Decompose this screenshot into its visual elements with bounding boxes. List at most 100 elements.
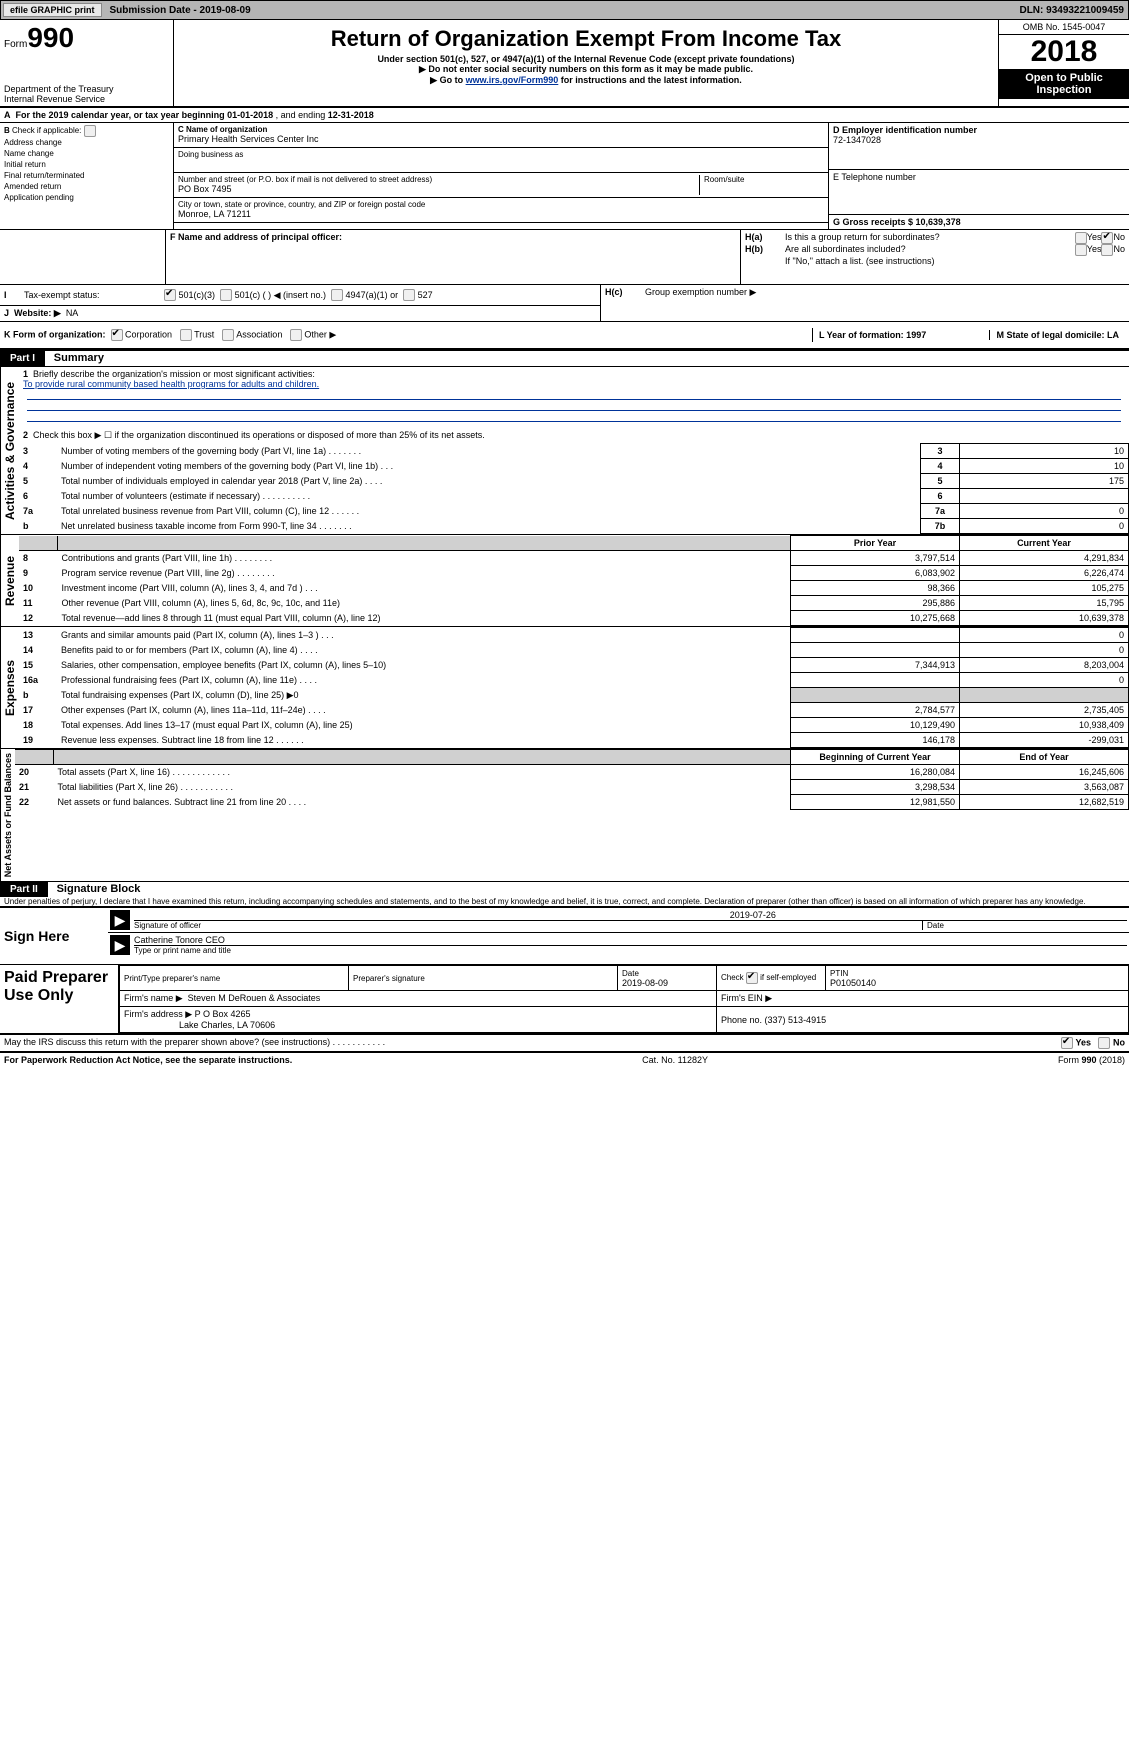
hb-no-check[interactable] xyxy=(1101,244,1113,256)
tax-status-row: I Tax-exempt status: 501(c)(3) 501(c) ( … xyxy=(0,285,600,306)
b-name-change: Name change xyxy=(4,148,169,159)
sig-line-1: ▶ 2019-07-26 Signature of officerDate xyxy=(108,908,1129,933)
form-number: Form990 xyxy=(4,22,169,54)
hb-yes: Yes xyxy=(1087,244,1102,256)
form-title: Return of Organization Exempt From Incom… xyxy=(178,26,994,52)
mission-text: To provide rural community based health … xyxy=(23,379,319,389)
b-addr-change: Address change xyxy=(4,137,169,148)
sign-right: ▶ 2019-07-26 Signature of officerDate ▶ … xyxy=(108,908,1129,964)
self-emp-check[interactable] xyxy=(746,972,758,984)
room-label: Room/suite xyxy=(699,175,824,195)
ag-row: 5 Total number of individuals employed i… xyxy=(19,474,1129,489)
hb-no: No xyxy=(1113,244,1125,256)
discuss-no-check[interactable] xyxy=(1098,1037,1110,1049)
527-check[interactable] xyxy=(403,289,415,301)
goto-post: for instructions and the latest informat… xyxy=(558,75,742,85)
website-label: Website: ▶ xyxy=(14,308,61,318)
b-header: Check if applicable: xyxy=(12,126,81,135)
hb-yes-check[interactable] xyxy=(1075,244,1087,256)
checkbox[interactable] xyxy=(84,125,96,137)
section-b: B Check if applicable: Address change Na… xyxy=(0,123,174,229)
part1-badge: Part I xyxy=(0,351,45,366)
firm-ein-label: Firm's EIN ▶ xyxy=(721,993,772,1003)
k-other: Other ▶ xyxy=(304,329,336,339)
row-a-pre: For the 2019 calendar year, or tax year … xyxy=(16,110,228,120)
submission-date: Submission Date - 2019-08-09 xyxy=(110,5,251,16)
street-label: Number and street (or P.O. box if mail i… xyxy=(178,175,699,184)
ha-no-check[interactable] xyxy=(1101,232,1113,244)
net-label: Net Assets or Fund Balances xyxy=(0,749,15,881)
4947-check[interactable] xyxy=(331,289,343,301)
section-c: C Name of organization Primary Health Se… xyxy=(174,123,828,229)
ag-row: 6 Total number of volunteers (estimate i… xyxy=(19,489,1129,504)
ha-text: Is this a group return for subordinates? xyxy=(785,232,1075,244)
l-year: L Year of formation: 1997 xyxy=(819,330,926,340)
omb-number: OMB No. 1545-0047 xyxy=(999,20,1129,35)
paid-right: Print/Type preparer's name Preparer's si… xyxy=(118,965,1129,1033)
subtitle-2: ▶ Do not enter social security numbers o… xyxy=(178,64,994,75)
part2-header-row: Part II Signature Block xyxy=(0,882,1129,897)
efile-print-button[interactable]: efile GRAPHIC print xyxy=(3,3,102,17)
k-form-org: K Form of organization: Corporation Trus… xyxy=(4,329,812,341)
info-block: B Check if applicable: Address change Na… xyxy=(0,123,1129,230)
discuss-yes-check[interactable] xyxy=(1061,1037,1073,1049)
form-990-footer: 990 xyxy=(1081,1055,1096,1065)
paid-date: 2019-08-09 xyxy=(622,978,668,988)
q2-row: 2 Check this box ▶ ☐ if the organization… xyxy=(19,424,1129,443)
section-de: D Employer identification number 72-1347… xyxy=(828,123,1129,229)
hb-text: Are all subordinates included? xyxy=(785,244,1075,256)
501c-check[interactable] xyxy=(220,289,232,301)
other-check[interactable] xyxy=(290,329,302,341)
exp-row: 18 Total expenses. Add lines 13–17 (must… xyxy=(19,718,1129,733)
501c3-check[interactable] xyxy=(164,289,176,301)
open-to-public: Open to Public Inspection xyxy=(999,69,1129,99)
name-title-label: Type or print name and title xyxy=(134,945,1127,955)
net-row: 21 Total liabilities (Part X, line 26) .… xyxy=(15,780,1129,795)
opt-501c3: 501(c)(3) xyxy=(179,290,216,300)
check-post: if self-employed xyxy=(760,973,816,982)
subtitle-3: ▶ Go to www.irs.gov/Form990 for instruct… xyxy=(178,75,994,86)
mission-line xyxy=(27,411,1121,422)
form-990: 990 xyxy=(27,22,74,53)
assoc-check[interactable] xyxy=(222,329,234,341)
trust-check[interactable] xyxy=(180,329,192,341)
f-h-block: F Name and address of principal officer:… xyxy=(0,230,1129,285)
b-initial: Initial return xyxy=(4,159,169,170)
b-amended: Amended return xyxy=(4,181,169,192)
header-left: Form990 Department of the Treasury Inter… xyxy=(0,20,174,106)
tax-year: 2018 xyxy=(999,35,1129,69)
ag-body: 1 Briefly describe the organization's mi… xyxy=(19,367,1129,534)
row-a-mid: , and ending xyxy=(273,110,328,120)
net-row: 20 Total assets (Part X, line 16) . . . … xyxy=(15,765,1129,780)
part1-title: Summary xyxy=(48,352,104,364)
irs-label: Internal Revenue Service xyxy=(4,94,169,104)
exp-row: b Total fundraising expenses (Part IX, c… xyxy=(19,688,1129,703)
ag-table: 3 Number of voting members of the govern… xyxy=(19,443,1129,534)
ptin-value: P01050140 xyxy=(830,978,876,988)
exp-row: 19 Revenue less expenses. Subtract line … xyxy=(19,733,1129,748)
hb-note: If "No," attach a list. (see instruction… xyxy=(745,256,1125,266)
rev-row: 12 Total revenue—add lines 8 through 11 … xyxy=(19,611,1129,626)
ag-row: 3 Number of voting members of the govern… xyxy=(19,444,1129,459)
discuss-text: May the IRS discuss this return with the… xyxy=(4,1037,385,1049)
officer-name: Catherine Tonore CEO xyxy=(134,935,1127,945)
website-row: J Website: ▶ NA xyxy=(0,306,600,321)
exp-row: 13 Grants and similar amounts paid (Part… xyxy=(19,628,1129,643)
form990-link[interactable]: www.irs.gov/Form990 xyxy=(466,75,559,85)
g-label: G Gross receipts $ 10,639,378 xyxy=(833,217,961,227)
firm-phone: Phone no. (337) 513-4915 xyxy=(721,1015,826,1025)
sig-arrow: ▶ xyxy=(110,910,130,930)
preparer-name-label: Print/Type preparer's name xyxy=(124,974,220,983)
date-label: Date xyxy=(922,920,1127,930)
l-m-cell: L Year of formation: 1997 M State of leg… xyxy=(812,328,1125,342)
section-h: H(a)Is this a group return for subordina… xyxy=(741,230,1129,284)
ha-yes-check[interactable] xyxy=(1075,232,1087,244)
q1-row: 1 Briefly describe the organization's mi… xyxy=(19,367,1129,424)
mission-line xyxy=(27,389,1121,400)
opt-527: 527 xyxy=(418,290,433,300)
opt-4947: 4947(a)(1) or xyxy=(346,290,399,300)
discuss-row: May the IRS discuss this return with the… xyxy=(0,1035,1129,1053)
top-bar: efile GRAPHIC print Submission Date - 20… xyxy=(0,0,1129,20)
exp-label: Expenses xyxy=(0,627,19,748)
corp-check[interactable] xyxy=(111,329,123,341)
